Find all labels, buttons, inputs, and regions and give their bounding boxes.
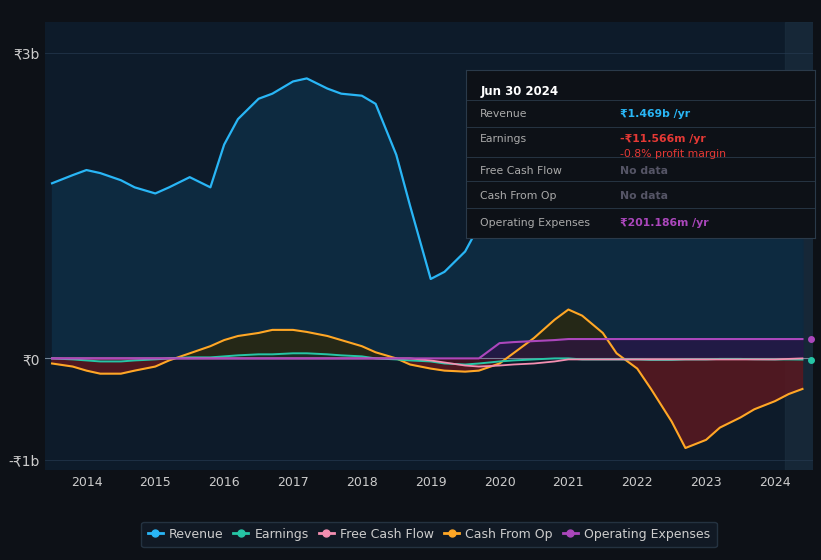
Text: -₹11.566m /yr: -₹11.566m /yr bbox=[620, 134, 705, 144]
Text: No data: No data bbox=[620, 166, 667, 176]
Text: Free Cash Flow: Free Cash Flow bbox=[480, 166, 562, 176]
Bar bbox=[785, 22, 813, 470]
Text: -0.8% profit margin: -0.8% profit margin bbox=[620, 149, 726, 159]
Text: Earnings: Earnings bbox=[480, 134, 527, 144]
Text: No data: No data bbox=[620, 191, 667, 201]
Text: Cash From Op: Cash From Op bbox=[480, 191, 557, 201]
Legend: Revenue, Earnings, Free Cash Flow, Cash From Op, Operating Expenses: Revenue, Earnings, Free Cash Flow, Cash … bbox=[141, 521, 717, 547]
Text: ₹201.186m /yr: ₹201.186m /yr bbox=[620, 218, 709, 228]
Text: Revenue: Revenue bbox=[480, 109, 528, 119]
Text: Jun 30 2024: Jun 30 2024 bbox=[480, 85, 558, 98]
Text: Operating Expenses: Operating Expenses bbox=[480, 218, 590, 228]
Text: ₹1.469b /yr: ₹1.469b /yr bbox=[620, 109, 690, 119]
